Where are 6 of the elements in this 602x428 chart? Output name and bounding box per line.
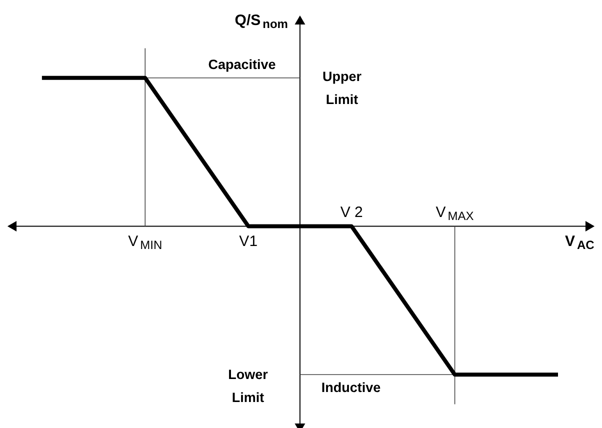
text: Inductive: [321, 380, 382, 395]
x-tick-label: V1: [239, 233, 258, 250]
annotation: Upper Limit: [322, 69, 362, 107]
text: Capacitive: [208, 57, 276, 72]
annotation: Lower Limit: [228, 367, 269, 405]
x-tick-label: V 2: [340, 204, 363, 222]
